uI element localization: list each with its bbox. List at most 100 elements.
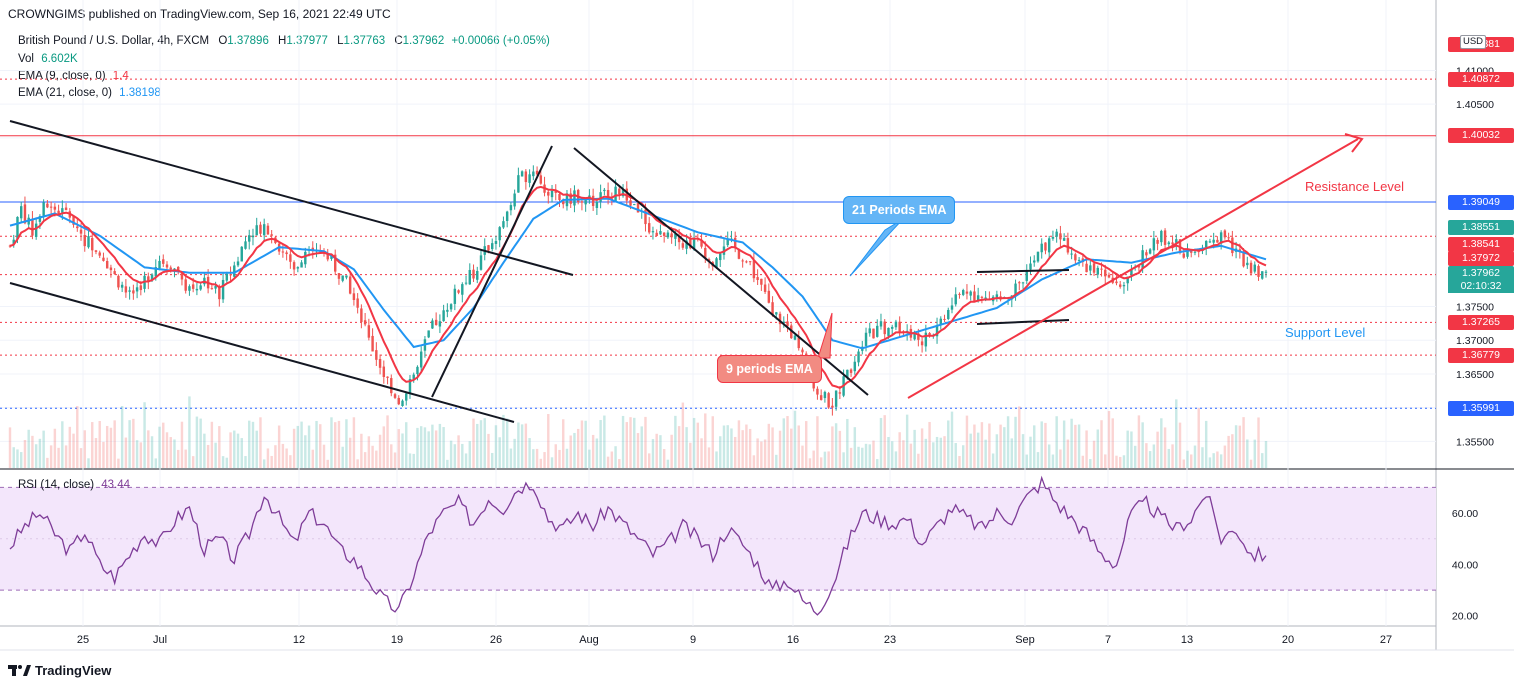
volume-bar <box>756 438 759 468</box>
candle-body <box>91 238 94 251</box>
candle-body <box>472 269 475 279</box>
volume-bar <box>685 427 688 468</box>
candle-body <box>562 201 565 205</box>
volume-bar <box>711 416 714 468</box>
volume-bar <box>1197 408 1200 468</box>
volume-bar <box>412 453 415 468</box>
volume-legend[interactable]: Vol 6.602K <box>18 53 78 65</box>
volume-bar <box>752 455 756 468</box>
volume-bar <box>386 415 389 468</box>
candle-body <box>1115 281 1118 284</box>
volume-bar <box>1148 451 1152 468</box>
rsi-legend[interactable]: RSI (14, close) 43.44 <box>18 479 130 491</box>
volume-bar <box>763 439 767 468</box>
candle-body <box>468 269 472 285</box>
volume-bar <box>1186 450 1189 468</box>
candle-body <box>79 229 83 234</box>
volume-bar <box>401 433 404 468</box>
ema21-legend[interactable]: EMA (21, close, 0) 1.38198 <box>18 87 161 99</box>
volume-bar <box>539 458 543 468</box>
price-tag: 1.36779 <box>1448 347 1514 363</box>
volume-bar <box>625 422 629 468</box>
volume-bar <box>707 447 711 468</box>
symbol-legend[interactable]: British Pound / U.S. Dollar, 4h, FXCM O1… <box>18 35 550 47</box>
volume-bar <box>1115 455 1118 468</box>
volume-bar <box>1249 459 1253 468</box>
volume-bar <box>958 455 961 468</box>
volume-bar <box>1021 434 1025 468</box>
candle-body <box>763 284 767 292</box>
volume-bar <box>1257 417 1260 468</box>
volume-bar <box>771 427 774 468</box>
volume-bar <box>1242 417 1245 468</box>
candle-body <box>259 224 262 234</box>
candle-body <box>236 261 240 266</box>
volume-bar <box>244 456 247 468</box>
volume-bar <box>259 417 262 468</box>
candle-body <box>633 204 636 206</box>
candle-body <box>169 267 172 270</box>
candle-body <box>1148 249 1152 254</box>
volume-bar <box>558 449 561 468</box>
volume-bar <box>655 433 658 468</box>
volume-bar <box>700 438 703 468</box>
tradingview-logo[interactable]: TradingView <box>8 661 111 679</box>
volume-bar <box>1055 416 1058 468</box>
volume-bar <box>337 420 341 468</box>
volume-bar <box>143 402 146 468</box>
ema21-callout[interactable]: 21 Periods EMA <box>843 196 956 224</box>
volume-bar <box>689 442 692 468</box>
candle-body <box>57 210 60 214</box>
volume-bar <box>696 422 700 468</box>
currency-badge[interactable]: USD <box>1460 35 1486 49</box>
ema9-callout[interactable]: 9 periods EMA <box>717 355 822 383</box>
volume-bar <box>1130 431 1133 468</box>
candle-body <box>947 309 950 320</box>
volume-bar <box>524 423 528 468</box>
rsi-tick-label: 60.00 <box>1452 508 1478 520</box>
volume-bar <box>79 448 83 468</box>
volume-bar <box>431 424 434 468</box>
trend-drawings[interactable] <box>9 120 1364 423</box>
candle-body <box>558 194 561 200</box>
candle-body <box>431 320 434 329</box>
volume-bar <box>898 432 901 468</box>
volume-bar <box>588 449 591 468</box>
volume-bar <box>487 433 490 468</box>
y-tick-label: 1.36500 <box>1456 369 1494 381</box>
y-tick-label: 1.37000 <box>1456 335 1494 347</box>
candle-body <box>337 273 341 279</box>
candle-body <box>270 234 273 236</box>
volume-bar <box>479 420 483 468</box>
volume-bar <box>154 458 158 468</box>
volume-bar <box>457 435 460 468</box>
volume-bar <box>120 406 124 468</box>
x-tick-label: Aug <box>579 634 599 646</box>
ema21-value: 1.38198 <box>119 87 161 99</box>
candle-body <box>64 207 68 211</box>
volume-bar <box>913 429 916 468</box>
volume-bar <box>528 438 531 468</box>
volume-bar <box>1175 399 1178 468</box>
volume-bar <box>745 424 748 468</box>
volume-bar <box>162 422 165 468</box>
ema9-callout-pointer <box>817 312 833 359</box>
candle-body <box>165 264 169 268</box>
candle-body <box>719 253 722 261</box>
candle-body <box>180 273 184 280</box>
volume-bar <box>905 414 909 468</box>
volume-bar <box>730 428 733 468</box>
candle-body <box>894 321 898 328</box>
volume-bar <box>636 433 640 468</box>
candle-body <box>823 391 827 399</box>
volume-bar <box>1141 422 1144 468</box>
volume-bar <box>857 446 860 468</box>
volume-bar <box>1227 435 1230 468</box>
volume-bar <box>12 447 15 468</box>
candle-body <box>1204 240 1208 248</box>
volume-bar <box>311 449 315 468</box>
volume-bar <box>461 443 464 468</box>
volume-bar <box>390 444 393 468</box>
candle-body <box>505 211 509 222</box>
